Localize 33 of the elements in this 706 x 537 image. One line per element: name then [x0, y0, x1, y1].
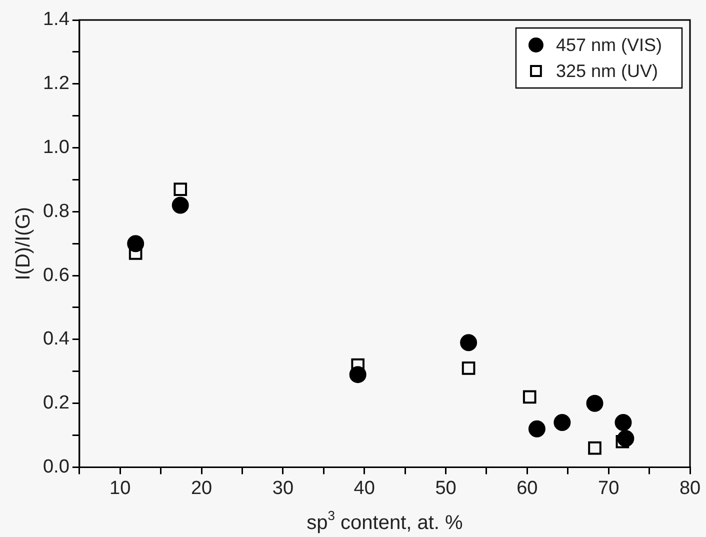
legend-label: 457 nm (VIS) [556, 34, 662, 55]
y-tick-label: 0.8 [42, 200, 70, 222]
legend-label: 325 nm (UV) [556, 60, 658, 81]
point [462, 362, 476, 375]
x-tick-label: 40 [354, 478, 375, 499]
point [614, 414, 632, 431]
point [522, 390, 536, 404]
y-tick-label: 0.6 [42, 264, 70, 286]
y-tick-label: 0.4 [42, 328, 70, 350]
point [128, 246, 142, 260]
y-axis-title: I(D)/I(G) [12, 206, 35, 280]
x-tick-label: 10 [110, 478, 131, 499]
x-tick-label: 30 [272, 478, 294, 499]
point [174, 182, 188, 196]
point [588, 441, 602, 455]
point [528, 420, 546, 438]
y-tick-label: 1.4 [42, 9, 70, 30]
x-tick-label: 50 [435, 478, 456, 499]
point [586, 394, 604, 412]
point [460, 334, 478, 352]
x-tick-label: 60 [516, 478, 538, 499]
point [127, 235, 144, 252]
y-tick-label: 0.2 [42, 392, 70, 414]
y-tick-label: 1.2 [42, 73, 70, 94]
point [554, 414, 571, 431]
text: 0.0 [42, 456, 70, 478]
x-tick-label: 70 [598, 478, 620, 499]
point [349, 366, 366, 384]
point [617, 430, 634, 447]
x-tick-label: 20 [190, 478, 212, 499]
text: 1.0 [42, 137, 70, 158]
x-tick-label: 80 [679, 478, 701, 499]
point [172, 196, 189, 214]
